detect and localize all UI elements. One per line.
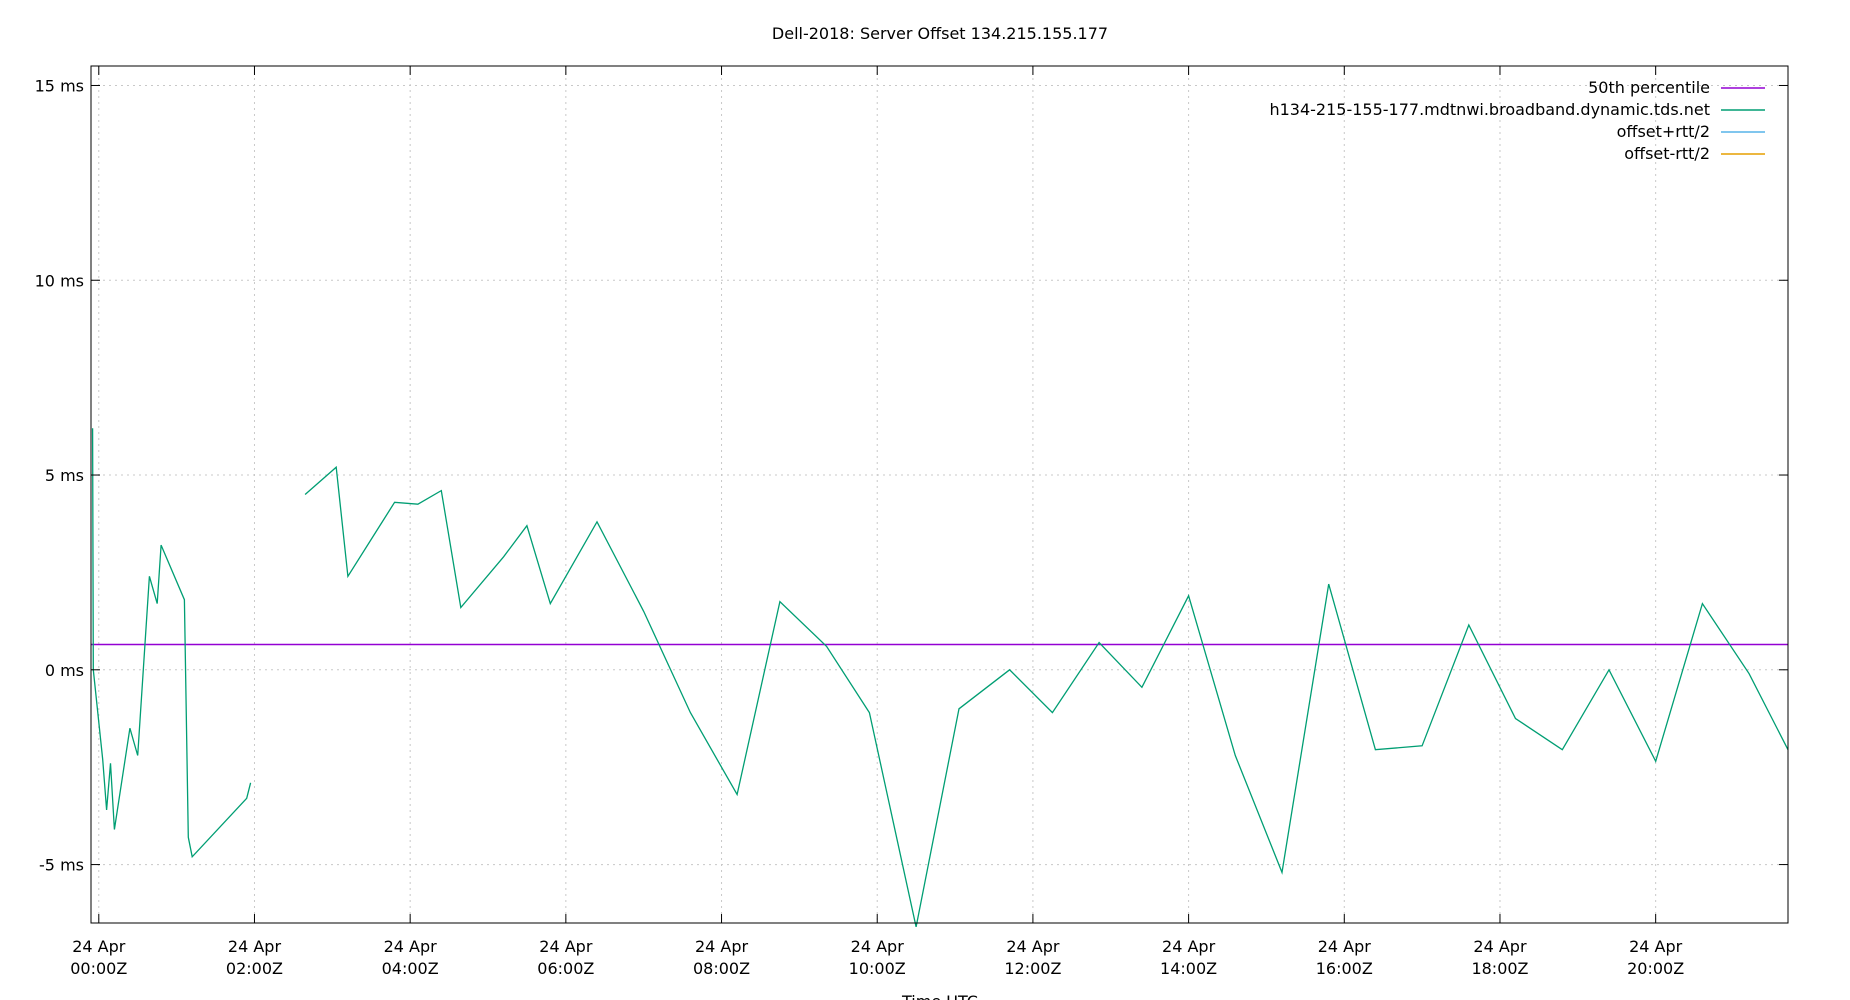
x-tick-label-date: 24 Apr [1629, 937, 1683, 956]
legend-label: offset+rtt/2 [1617, 122, 1710, 141]
x-tick-label-time: 16:00Z [1316, 959, 1373, 978]
x-tick-label-time: 00:00Z [70, 959, 127, 978]
x-tick-label-date: 24 Apr [384, 937, 438, 956]
plot-layer [91, 428, 1789, 928]
x-tick-label-date: 24 Apr [695, 937, 749, 956]
x-tick-label-date: 24 Apr [1473, 937, 1527, 956]
y-axis-ticks: -5 ms 0 ms 5 ms 10 ms 15 ms [35, 76, 1788, 875]
x-tick-label-date: 24 Apr [539, 937, 593, 956]
y-tick-label: 15 ms [35, 76, 84, 95]
x-tick-label-date: 24 Apr [228, 937, 282, 956]
x-tick-label-time: 10:00Z [849, 959, 906, 978]
x-tick-label-time: 08:00Z [693, 959, 750, 978]
legend-label: h134-215-155-177.mdtnwi.broadband.dynami… [1269, 100, 1710, 119]
x-tick-label-time: 04:00Z [382, 959, 439, 978]
x-tick-label-date: 24 Apr [1318, 937, 1372, 956]
x-tick-label-time: 20:00Z [1627, 959, 1684, 978]
series-1-segment-1 [304, 465, 1789, 928]
x-tick-label-date: 24 Apr [851, 937, 905, 956]
plot-frame [90, 65, 1789, 924]
x-axis-label: Time UTC [901, 992, 978, 1000]
x-tick-label-date: 24 Apr [1006, 937, 1060, 956]
legend-label: offset-rtt/2 [1624, 144, 1710, 163]
x-tick-label-time: 02:00Z [226, 959, 283, 978]
x-axis-ticks: 24 Apr 00:00Z 24 Apr 02:00Z 24 Apr 04:00Z 24 A… [70, 66, 1684, 978]
x-tick-label-date: 24 Apr [1162, 937, 1216, 956]
y-tick-label: 5 ms [45, 466, 84, 485]
grid-layer [91, 66, 1788, 923]
x-tick-label-date: 24 Apr [72, 937, 126, 956]
chart-title: Dell-2018: Server Offset 134.215.155.177 [772, 24, 1108, 43]
x-tick-label-time: 06:00Z [537, 959, 594, 978]
y-tick-label: -5 ms [39, 856, 84, 875]
y-tick-label: 10 ms [35, 271, 84, 290]
legend-label: 50th percentile [1588, 78, 1710, 97]
y-tick-label: 0 ms [45, 661, 84, 680]
x-tick-label-time: 14:00Z [1160, 959, 1217, 978]
x-tick-label-time: 12:00Z [1004, 959, 1061, 978]
legend: 50th percentile h134-215-155-177.mdtnwi.b… [1269, 78, 1765, 163]
series-1-segment-0 [91, 428, 252, 859]
x-tick-label-time: 18:00Z [1471, 959, 1528, 978]
